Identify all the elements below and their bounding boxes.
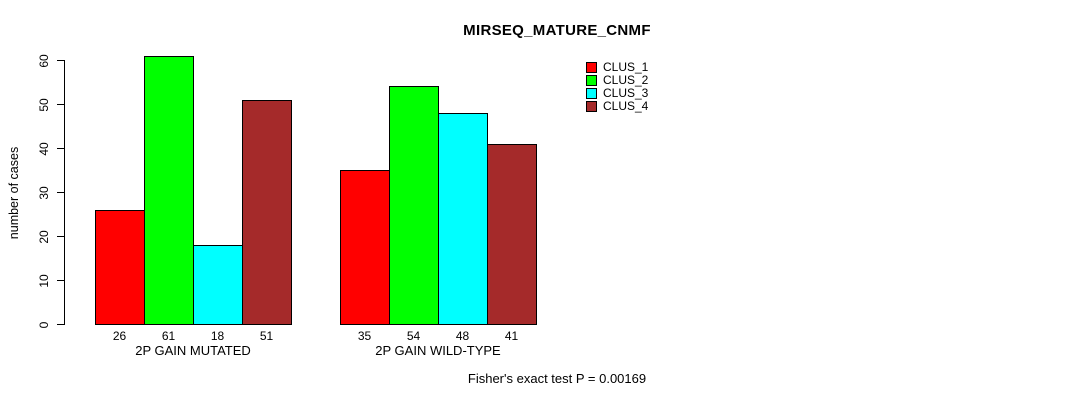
legend-label-clus-4: CLUS_4 — [603, 99, 649, 113]
bar-value-label: 35 — [357, 329, 372, 343]
y-tick-label: 50 — [37, 97, 51, 112]
bar-value-label: 61 — [161, 329, 176, 343]
bar-value-label: 41 — [504, 329, 519, 343]
legend-item-clus-4: CLUS_4 — [586, 100, 648, 113]
bar-value-label: 18 — [210, 329, 225, 343]
legend-item-clus-1: CLUS_1 — [586, 61, 648, 74]
fisher-test-annotation: Fisher's exact test P = 0.00169 — [467, 371, 647, 386]
bar-value-label: 54 — [406, 329, 421, 343]
y-tick — [57, 192, 64, 193]
y-tick — [57, 60, 64, 61]
legend-swatch-clus-3 — [586, 88, 597, 99]
y-tick — [57, 236, 64, 237]
y-tick — [57, 324, 64, 325]
legend-swatch-clus-1 — [586, 62, 597, 73]
chart-title: MIRSEQ_MATURE_CNMF — [463, 22, 651, 39]
legend-swatch-clus-2 — [586, 75, 597, 86]
bar-value-label: 51 — [259, 329, 274, 343]
legend-swatch-clus-4 — [586, 101, 597, 112]
legend-label-clus-2: CLUS_2 — [603, 73, 649, 87]
bar-clus_1-group1 — [95, 210, 145, 325]
y-axis-line — [64, 60, 65, 325]
y-tick-label: 30 — [37, 185, 51, 200]
legend: CLUS_1 CLUS_2 CLUS_3 CLUS_4 — [586, 61, 648, 113]
y-tick-label: 40 — [37, 141, 51, 156]
legend-item-clus-2: CLUS_2 — [586, 74, 648, 87]
category-label: 2P GAIN WILD-TYPE — [375, 343, 501, 358]
y-tick — [57, 148, 64, 149]
legend-label-clus-3: CLUS_3 — [603, 86, 649, 100]
bar-clus_2-group2 — [389, 86, 439, 325]
y-tick-label: 20 — [37, 229, 51, 244]
legend-label-clus-1: CLUS_1 — [603, 60, 649, 74]
y-tick-label: 0 — [37, 321, 51, 328]
bar-value-label: 26 — [112, 329, 127, 343]
y-tick — [57, 104, 64, 105]
category-label: 2P GAIN MUTATED — [135, 343, 251, 358]
bar-clus_4-group2 — [487, 144, 537, 325]
bar-clus_2-group1 — [144, 56, 194, 325]
y-tick-label: 60 — [37, 53, 51, 68]
y-axis-label: number of cases — [7, 146, 21, 240]
legend-item-clus-3: CLUS_3 — [586, 87, 648, 100]
bar-clus_3-group1 — [193, 245, 243, 325]
bar-clus_1-group2 — [340, 170, 390, 325]
bar-clus_3-group2 — [438, 113, 488, 325]
bar-value-label: 48 — [455, 329, 470, 343]
y-tick — [57, 280, 64, 281]
y-tick-label: 10 — [37, 273, 51, 288]
bar-clus_4-group1 — [242, 100, 292, 325]
